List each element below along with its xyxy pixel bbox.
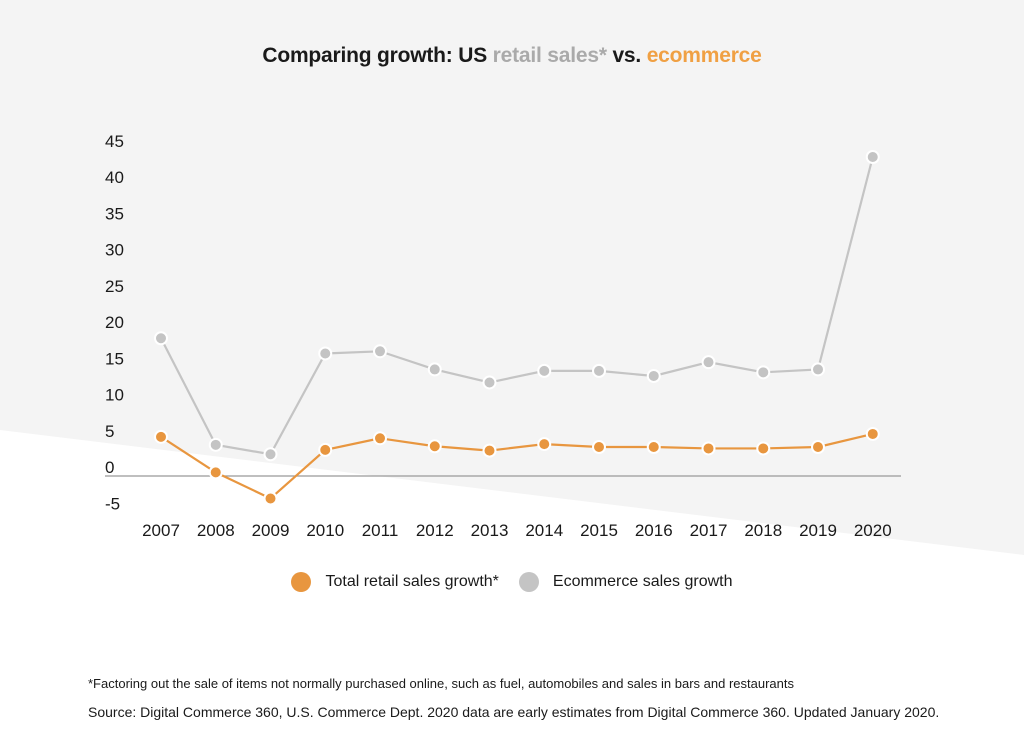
retail-data-point [373, 431, 387, 446]
x-tick-label: 2008 [197, 521, 235, 540]
ecommerce-data-point [646, 368, 661, 383]
y-tick-label: 20 [105, 313, 124, 332]
legend-retail-label: Total retail sales growth* [325, 573, 499, 590]
x-tick-label: 2012 [416, 521, 454, 540]
x-tick-label: 2016 [635, 521, 673, 540]
x-tick-label: 2007 [142, 521, 180, 540]
source-note: Source: Digital Commerce 360, U.S. Comme… [88, 704, 940, 720]
x-tick-label: 2019 [799, 521, 837, 540]
ecommerce-data-point [811, 362, 825, 377]
retail-series-line [160, 432, 874, 500]
retail-data-point [482, 443, 497, 458]
retail-data-point [208, 465, 223, 480]
y-tick-label: 45 [105, 132, 124, 151]
legend-ecommerce-label: Ecommerce sales growth [552, 573, 733, 590]
footnote: *Factoring out the sale of items not nor… [88, 676, 795, 691]
retail-data-point [646, 440, 661, 454]
x-tick-label: 2010 [306, 521, 344, 540]
ecommerce-data-point [865, 150, 880, 164]
y-tick-label: -5 [105, 494, 120, 513]
x-tick-label: 2011 [362, 521, 399, 540]
chart-title: Comparing growth: US retail sales* vs. e… [0, 44, 1024, 68]
retail-data-point [427, 439, 442, 454]
x-tick-label: 2014 [525, 521, 563, 540]
ecommerce-data-point [154, 331, 168, 346]
ecommerce-data-point [537, 363, 552, 378]
legend-item-ecommerce: Ecommerce sales growth [518, 572, 733, 592]
ecommerce-series-line [160, 156, 874, 456]
y-tick-label: 25 [105, 277, 124, 296]
retail-data-point [756, 441, 771, 456]
title-prefix: Comparing growth: US [262, 44, 493, 67]
title-retail: retail sales* [492, 44, 607, 67]
retail-data-point [154, 429, 168, 444]
legend: Total retail sales growth* Ecommerce sal… [0, 572, 1024, 592]
title-ecommerce: ecommerce [646, 44, 762, 67]
ecommerce-data-point [263, 447, 278, 462]
x-tick-label: 2020 [854, 521, 892, 540]
retail-data-point [701, 441, 716, 456]
ecommerce-data-point [482, 375, 497, 390]
y-tick-label: 5 [105, 422, 114, 441]
ecommerce-data-point [701, 355, 716, 370]
retail-data-point [537, 437, 552, 452]
retail-data-point [865, 426, 880, 441]
y-tick-label: 30 [105, 241, 124, 260]
x-tick-label: 2015 [580, 521, 618, 540]
legend-ecommerce-swatch [518, 572, 539, 592]
y-tick-label: 10 [105, 386, 124, 405]
retail-data-point [263, 491, 278, 506]
ecommerce-data-point [318, 346, 333, 361]
retail-data-point [811, 440, 825, 454]
y-tick-label: 15 [105, 349, 124, 368]
x-tick-label: 2009 [252, 521, 290, 540]
ecommerce-data-point [373, 344, 387, 359]
title-mid: vs. [606, 44, 647, 67]
legend-retail-swatch [291, 572, 312, 592]
x-tick-label: 2018 [744, 521, 782, 540]
ecommerce-data-point [592, 363, 606, 378]
retail-data-point [318, 442, 333, 457]
y-tick-label: 0 [105, 458, 114, 477]
retail-data-point [592, 440, 606, 454]
ecommerce-data-point [756, 365, 771, 380]
legend-item-retail: Total retail sales growth* [291, 572, 499, 592]
ecommerce-data-point [427, 362, 442, 377]
ecommerce-data-point [208, 437, 223, 452]
x-tick-label: 2017 [690, 521, 728, 540]
x-tick-label: 2013 [471, 521, 509, 540]
y-tick-label: 40 [105, 168, 124, 187]
y-tick-label: 35 [105, 204, 124, 223]
